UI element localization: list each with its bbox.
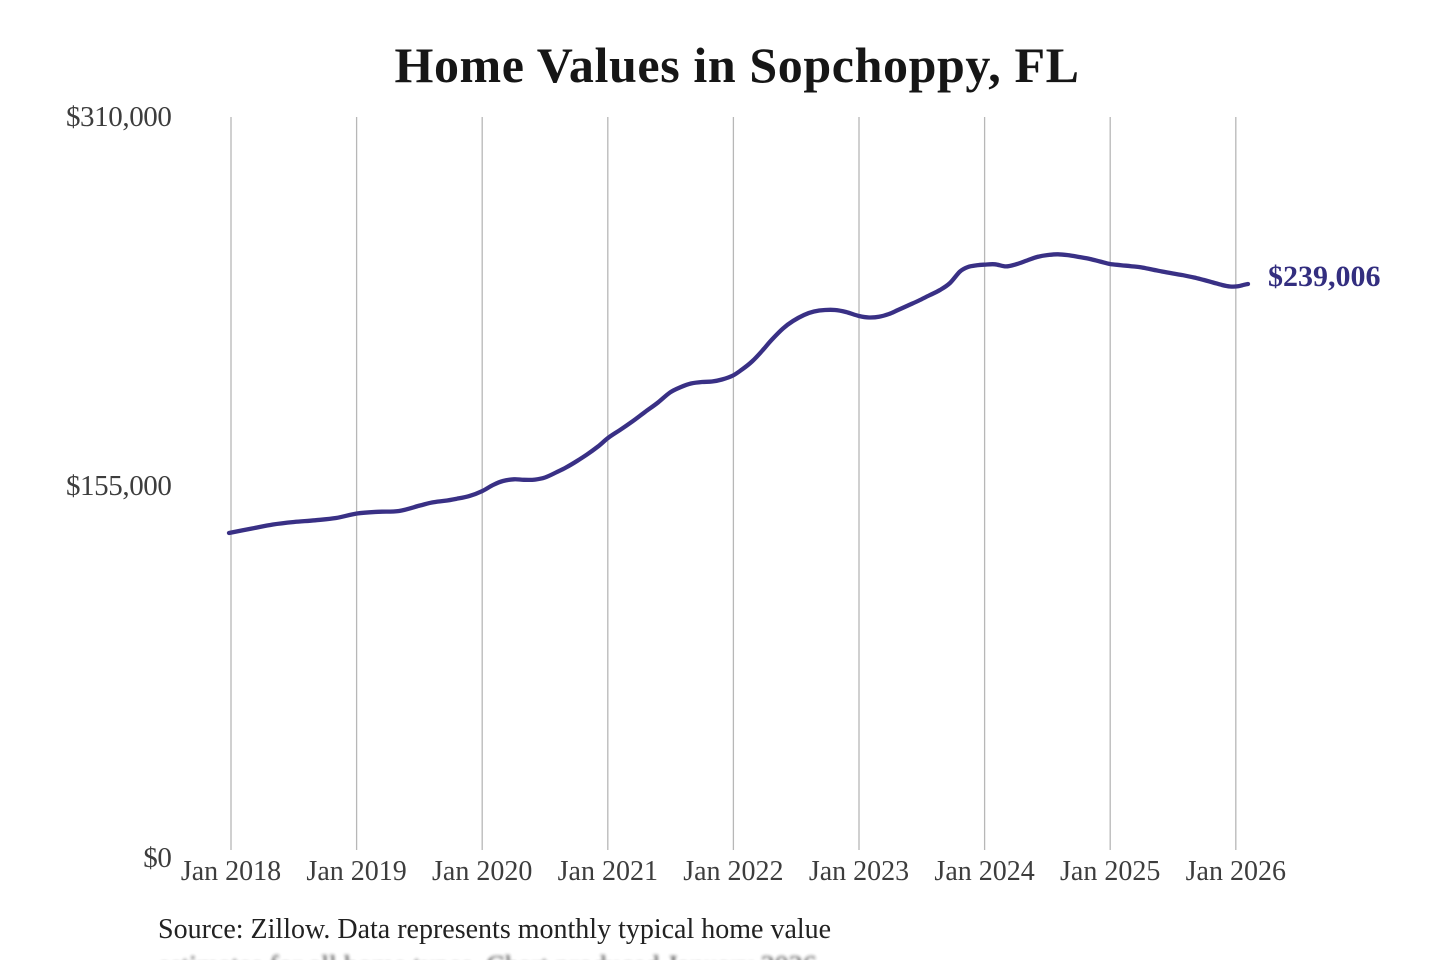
svg-text:estimates for all home types.: estimates for all home types. Chart prod… xyxy=(158,951,824,960)
svg-text:$310,000: $310,000 xyxy=(66,101,172,133)
svg-text:Jan 2024: Jan 2024 xyxy=(934,856,1034,887)
svg-text:Jan 2026: Jan 2026 xyxy=(1186,856,1286,887)
svg-text:$239,006: $239,006 xyxy=(1268,260,1381,293)
svg-text:Jan 2022: Jan 2022 xyxy=(683,856,783,887)
svg-text:$155,000: $155,000 xyxy=(66,470,172,502)
svg-text:Source: Zillow. Data represent: Source: Zillow. Data represents monthly … xyxy=(158,914,831,945)
svg-text:Jan 2018: Jan 2018 xyxy=(181,856,281,887)
svg-text:Jan 2020: Jan 2020 xyxy=(432,856,532,887)
svg-text:Jan 2021: Jan 2021 xyxy=(558,856,658,887)
svg-text:$0: $0 xyxy=(143,842,171,874)
svg-text:Jan 2023: Jan 2023 xyxy=(809,856,909,887)
svg-text:Jan 2019: Jan 2019 xyxy=(306,856,406,887)
svg-text:Jan 2025: Jan 2025 xyxy=(1060,856,1160,887)
svg-text:Home Values in Sopchoppy, FL: Home Values in Sopchoppy, FL xyxy=(394,37,1079,93)
